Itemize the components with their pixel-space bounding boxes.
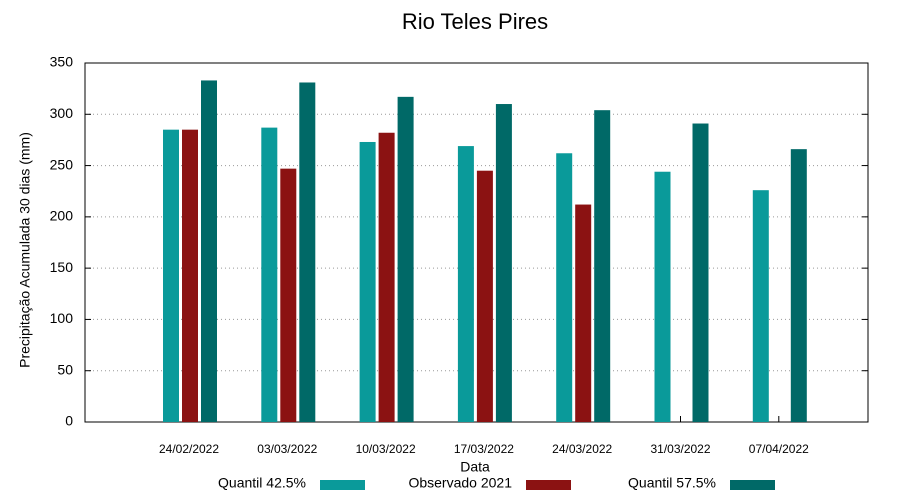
bar: [476, 170, 493, 422]
bar: [378, 132, 395, 422]
bar: [556, 153, 573, 422]
bar: [397, 96, 414, 422]
bar: [495, 104, 512, 423]
bar: [752, 190, 769, 422]
legend-swatch: [320, 480, 365, 490]
y-tick-label: 50: [57, 361, 73, 377]
y-tick-label: 300: [50, 105, 74, 121]
bar: [790, 149, 807, 422]
y-tick-label: 350: [50, 54, 74, 70]
y-tick-label: 250: [50, 156, 74, 172]
x-tick-label: 07/04/2022: [749, 442, 809, 456]
bar: [299, 82, 316, 422]
legend-label: Observado 2021: [408, 475, 512, 491]
bar: [163, 129, 179, 422]
y-tick-label: 200: [50, 208, 74, 224]
bar: [201, 80, 217, 423]
bar: [182, 129, 198, 422]
x-tick-label: 31/03/2022: [650, 442, 710, 456]
legend-swatch: [526, 480, 571, 490]
chart-title: Rio Teles Pires: [402, 9, 548, 34]
bar: [594, 110, 611, 422]
x-tick-label: 10/03/2022: [356, 442, 416, 456]
legend-label: Quantil 57.5%: [628, 475, 716, 491]
y-tick-label: 0: [65, 413, 73, 429]
bar: [654, 171, 671, 422]
legend-label: Quantil 42.5%: [218, 475, 306, 491]
x-tick-label: 03/03/2022: [257, 442, 317, 456]
y-tick-label: 100: [50, 310, 74, 326]
bar: [692, 123, 709, 422]
legend-swatch: [730, 480, 775, 490]
y-tick-label: 150: [50, 259, 74, 275]
bar: [359, 141, 376, 423]
x-tick-label: 24/03/2022: [552, 442, 612, 456]
plot-frame: [84, 62, 869, 423]
x-tick-label: 17/03/2022: [454, 442, 514, 456]
bar: [575, 204, 592, 422]
x-axis-label: Data: [460, 459, 490, 475]
bar: [457, 146, 474, 422]
bar: [280, 168, 297, 422]
x-tick-label: 24/02/2022: [159, 442, 219, 456]
bar: [261, 127, 278, 423]
y-axis-label: Precipitação Acumulada 30 dias (mm): [17, 132, 33, 368]
